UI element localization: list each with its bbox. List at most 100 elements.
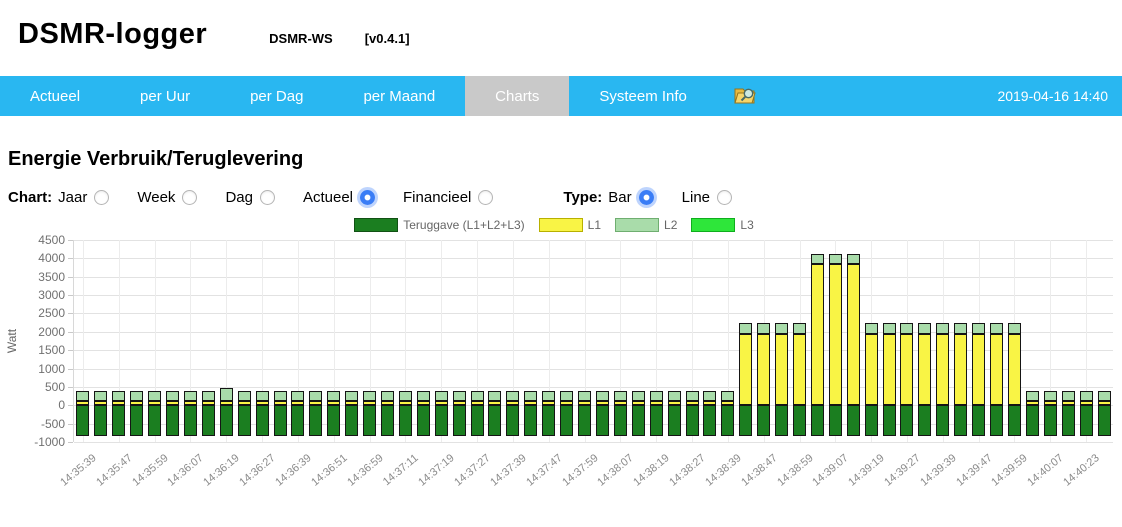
y-tick-label: 3000 [5,288,65,302]
bar-segment-teruggave [202,405,215,436]
nav-item-per-uur[interactable]: per Uur [110,76,220,116]
bar-segment-l1 [94,401,107,405]
bar-segment-l1 [309,401,322,405]
nav-item-actueel[interactable]: Actueel [0,76,110,116]
nav-label: Actueel [30,88,80,105]
bar-segment-teruggave [184,405,197,436]
bar-segment-l1 [327,401,340,405]
bar-segment-l2 [918,323,931,334]
legend-item-l2[interactable]: L2 [615,218,677,232]
bar-segment-l2 [686,391,699,401]
bar-segment-l1 [829,264,842,405]
bar-segment-l2 [542,391,555,401]
bar-segment-l1 [524,401,537,405]
bar-segment-teruggave [435,405,448,436]
gridline [74,277,1113,278]
bar-segment-l2 [256,391,269,401]
bar-segment-l1 [130,401,143,405]
bar-segment-l1 [578,401,591,405]
y-axis-line [73,240,74,442]
radio-option-dag[interactable]: Dag [225,189,275,206]
bar-segment-teruggave [811,405,824,436]
bar-segment-teruggave [596,405,609,436]
radio-option-line[interactable]: Line [682,189,732,206]
bar-segment-l2 [202,391,215,401]
radio-option-bar[interactable]: Bar [608,189,653,206]
legend-item-l3[interactable]: L3 [691,218,753,232]
bar-segment-l1 [632,401,645,405]
bar-segment-l2 [936,323,949,334]
bar-segment-l1 [399,401,412,405]
bar-segment-l1 [202,401,215,405]
radio-option-week[interactable]: Week [137,189,197,206]
legend-label: Teruggave (L1+L2+L3) [403,218,524,232]
radio-option-financieel[interactable]: Financieel [403,189,493,206]
y-tick-mark [68,258,73,259]
radio-financieel[interactable] [478,190,493,205]
bar-segment-l1 [900,334,913,406]
nav-label: Charts [495,88,539,105]
radio-option-actueel[interactable]: Actueel [303,189,375,206]
legend-item-l1[interactable]: L1 [539,218,601,232]
bar-segment-teruggave [1062,405,1075,436]
navbar: Actueel per Uur per Dag per Maand Charts… [0,76,1122,116]
bar-segment-l2 [453,391,466,401]
bar-segment-teruggave [112,405,125,436]
gridline [74,258,1113,259]
bar-segment-l1 [972,334,985,406]
legend-item-teruggave[interactable]: Teruggave (L1+L2+L3) [354,218,524,232]
y-tick-label: 4000 [5,251,65,265]
bar-segment-l1 [256,401,269,405]
bar-segment-l1 [291,401,304,405]
y-tick-mark [68,277,73,278]
bar-segment-l1 [381,401,394,405]
y-tick-label: 4500 [5,233,65,247]
bar-segment-l1 [220,401,233,405]
bar-segment-l2 [650,391,663,401]
bar-segment-teruggave [417,405,430,436]
radio-line[interactable] [717,190,732,205]
radio-bar[interactable] [639,190,654,205]
nav-item-per-maand[interactable]: per Maand [333,76,465,116]
bar-segment-l2 [524,391,537,401]
bar-segment-teruggave [327,405,340,436]
radio-actueel[interactable] [360,190,375,205]
radio-dag[interactable] [260,190,275,205]
bar-segment-l2 [793,323,806,334]
y-tick-mark [68,295,73,296]
radio-label: Actueel [303,189,353,206]
app-title: DSMR-logger [18,18,207,51]
bar-segment-teruggave [130,405,143,436]
bar-segment-teruggave [650,405,663,436]
nav-label: per Uur [140,88,190,105]
bar-segment-l1 [757,334,770,406]
bar-segment-teruggave [918,405,931,436]
bar-segment-l2 [990,323,1003,334]
y-tick-label: 2500 [5,306,65,320]
bar-segment-teruggave [972,405,985,436]
bar-segment-l1 [865,334,878,406]
radio-week[interactable] [182,190,197,205]
bar-segment-teruggave [488,405,501,436]
y-tick-label: 0 [5,398,65,412]
folder-search-icon[interactable] [731,76,758,116]
y-tick-label: -500 [5,417,65,431]
bar-segment-l2 [184,391,197,401]
y-tick-mark [68,442,73,443]
bar-segment-l2 [148,391,161,401]
bar-segment-l1 [112,401,125,405]
bar-segment-teruggave [757,405,770,436]
radio-jaar[interactable] [94,190,109,205]
radio-option-jaar[interactable]: Jaar [58,189,109,206]
nav-item-systeem-info[interactable]: Systeem Info [569,76,717,116]
bar-segment-l2 [309,391,322,401]
bar-segment-l2 [865,323,878,334]
type-group-label: Type: [563,189,602,206]
gridline [74,313,1113,314]
nav-item-per-dag[interactable]: per Dag [220,76,333,116]
bar-segment-l2 [76,391,89,401]
bar-segment-teruggave [542,405,555,436]
bar-segment-teruggave [345,405,358,436]
nav-item-charts[interactable]: Charts [465,76,569,116]
bar-segment-l2 [883,323,896,334]
